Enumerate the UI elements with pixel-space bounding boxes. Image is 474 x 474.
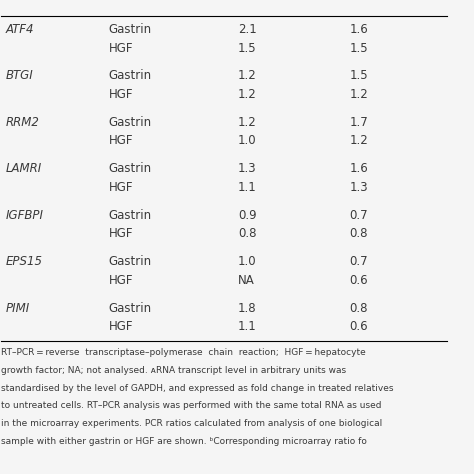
Text: 1.5: 1.5 — [349, 69, 368, 82]
Text: 0.6: 0.6 — [349, 320, 368, 333]
Text: 0.9: 0.9 — [238, 209, 256, 222]
Text: 0.7: 0.7 — [349, 255, 368, 268]
Text: HGF: HGF — [109, 42, 133, 55]
Text: EPS15: EPS15 — [6, 255, 43, 268]
Text: 1.8: 1.8 — [238, 301, 256, 315]
Text: 1.2: 1.2 — [349, 135, 368, 147]
Text: Gastrin: Gastrin — [109, 255, 152, 268]
Text: 1.1: 1.1 — [238, 320, 256, 333]
Text: HGF: HGF — [109, 135, 133, 147]
Text: 0.7: 0.7 — [349, 209, 368, 222]
Text: Gastrin: Gastrin — [109, 301, 152, 315]
Text: to untreated cells. RT–PCR analysis was performed with the same total RNA as use: to untreated cells. RT–PCR analysis was … — [1, 401, 382, 410]
Text: HGF: HGF — [109, 228, 133, 240]
Text: RRM2: RRM2 — [6, 116, 40, 129]
Text: Gastrin: Gastrin — [109, 23, 152, 36]
Text: 1.5: 1.5 — [349, 42, 368, 55]
Text: IGFBPI: IGFBPI — [6, 209, 44, 222]
Text: 0.8: 0.8 — [349, 301, 368, 315]
Text: 1.6: 1.6 — [349, 23, 368, 36]
Text: 1.6: 1.6 — [349, 162, 368, 175]
Text: 0.8: 0.8 — [349, 228, 368, 240]
Text: 1.7: 1.7 — [349, 116, 368, 129]
Text: Gastrin: Gastrin — [109, 209, 152, 222]
Text: HGF: HGF — [109, 181, 133, 194]
Text: sample with either gastrin or HGF are shown. ᵇCorresponding microarray ratio fo: sample with either gastrin or HGF are sh… — [1, 438, 367, 446]
Text: 1.2: 1.2 — [238, 88, 256, 101]
Text: PIMI: PIMI — [6, 301, 30, 315]
Text: Gastrin: Gastrin — [109, 69, 152, 82]
Text: 1.2: 1.2 — [349, 88, 368, 101]
Text: BTGI: BTGI — [6, 69, 34, 82]
Text: HGF: HGF — [109, 320, 133, 333]
Text: ATF4: ATF4 — [6, 23, 34, 36]
Text: 1.2: 1.2 — [238, 116, 256, 129]
Text: 0.8: 0.8 — [238, 228, 256, 240]
Text: RT–PCR = reverse  transcriptase–polymerase  chain  reaction;  HGF = hepatocyte: RT–PCR = reverse transcriptase–polymeras… — [1, 348, 366, 357]
Text: HGF: HGF — [109, 88, 133, 101]
Text: growth factor; NA; not analysed. ᴀRNA transcript level in arbitrary units was: growth factor; NA; not analysed. ᴀRNA tr… — [1, 365, 346, 374]
Text: 1.3: 1.3 — [349, 181, 368, 194]
Text: Gastrin: Gastrin — [109, 162, 152, 175]
Text: 1.1: 1.1 — [238, 181, 256, 194]
Text: 0.6: 0.6 — [349, 274, 368, 287]
Text: 1.0: 1.0 — [238, 255, 256, 268]
Text: Gastrin: Gastrin — [109, 116, 152, 129]
Text: 1.2: 1.2 — [238, 69, 256, 82]
Text: NA: NA — [238, 274, 255, 287]
Text: HGF: HGF — [109, 274, 133, 287]
Text: LAMRI: LAMRI — [6, 162, 42, 175]
Text: standardised by the level of GAPDH, and expressed as fold change in treated rela: standardised by the level of GAPDH, and … — [1, 383, 394, 392]
Text: in the microarray experiments. PCR ratios calculated from analysis of one biolog: in the microarray experiments. PCR ratio… — [1, 419, 383, 428]
Text: 1.0: 1.0 — [238, 135, 256, 147]
Text: 1.5: 1.5 — [238, 42, 256, 55]
Text: 2.1: 2.1 — [238, 23, 256, 36]
Text: 1.3: 1.3 — [238, 162, 256, 175]
